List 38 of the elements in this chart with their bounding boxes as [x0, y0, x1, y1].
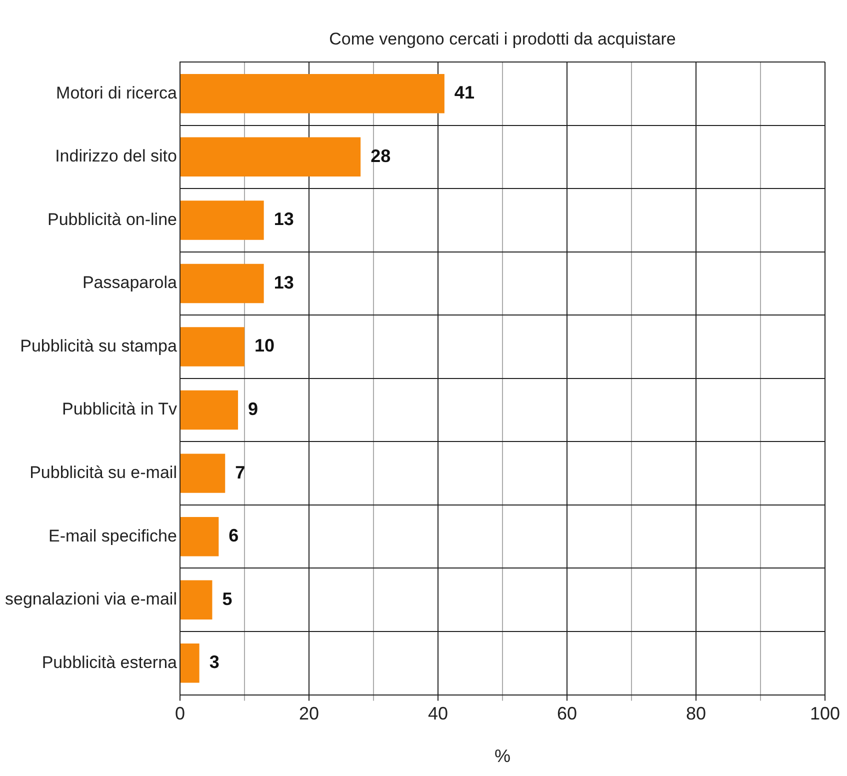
chart-title: Come vengono cercati i prodotti da acquistare [329, 30, 676, 49]
y-tick-label: Pubblicità in Tv [62, 400, 178, 419]
bar [180, 200, 264, 240]
data-label: 13 [274, 209, 294, 230]
y-tick-label: Indirizzo del sito [55, 146, 177, 166]
y-tick-label: Pubblicità on-line [48, 210, 177, 229]
y-tick-label: Pubblicità su e-mail [30, 463, 177, 482]
y-tick-label: Pubblicità esterna [42, 652, 178, 672]
bar [180, 264, 264, 304]
data-label: 7 [235, 462, 246, 482]
bar [180, 327, 244, 366]
data-label: 13 [274, 272, 294, 292]
bar [180, 137, 361, 177]
x-tick-label: 0 [174, 704, 185, 724]
bar [180, 644, 200, 683]
data-label: 6 [228, 526, 239, 546]
data-label: 10 [254, 336, 275, 356]
bar [180, 454, 226, 493]
data-label: 3 [209, 652, 220, 672]
x-tick-label: 40 [428, 704, 448, 724]
data-label: 5 [222, 588, 232, 609]
x-tick-label: 20 [298, 704, 319, 724]
x-tick-label: 80 [686, 704, 706, 724]
bar [180, 516, 219, 556]
bar [180, 74, 444, 114]
data-label: 28 [370, 146, 391, 166]
y-tick-label: E-mail specifiche [48, 526, 177, 546]
bar [180, 580, 212, 620]
bar [180, 390, 238, 430]
y-tick-label: Pubblicità su stampa [20, 336, 178, 356]
y-tick-label: Motori di ricerca [56, 83, 178, 102]
y-tick-label: Passaparola [82, 273, 178, 292]
x-tick-label: 60 [556, 704, 578, 724]
x-axis-title: % [494, 746, 510, 766]
data-label: 41 [454, 82, 474, 103]
data-label: 9 [248, 399, 258, 420]
x-tick-label: 100 [810, 704, 840, 724]
y-tick-label: segnalazioni via e-mail [4, 590, 177, 609]
